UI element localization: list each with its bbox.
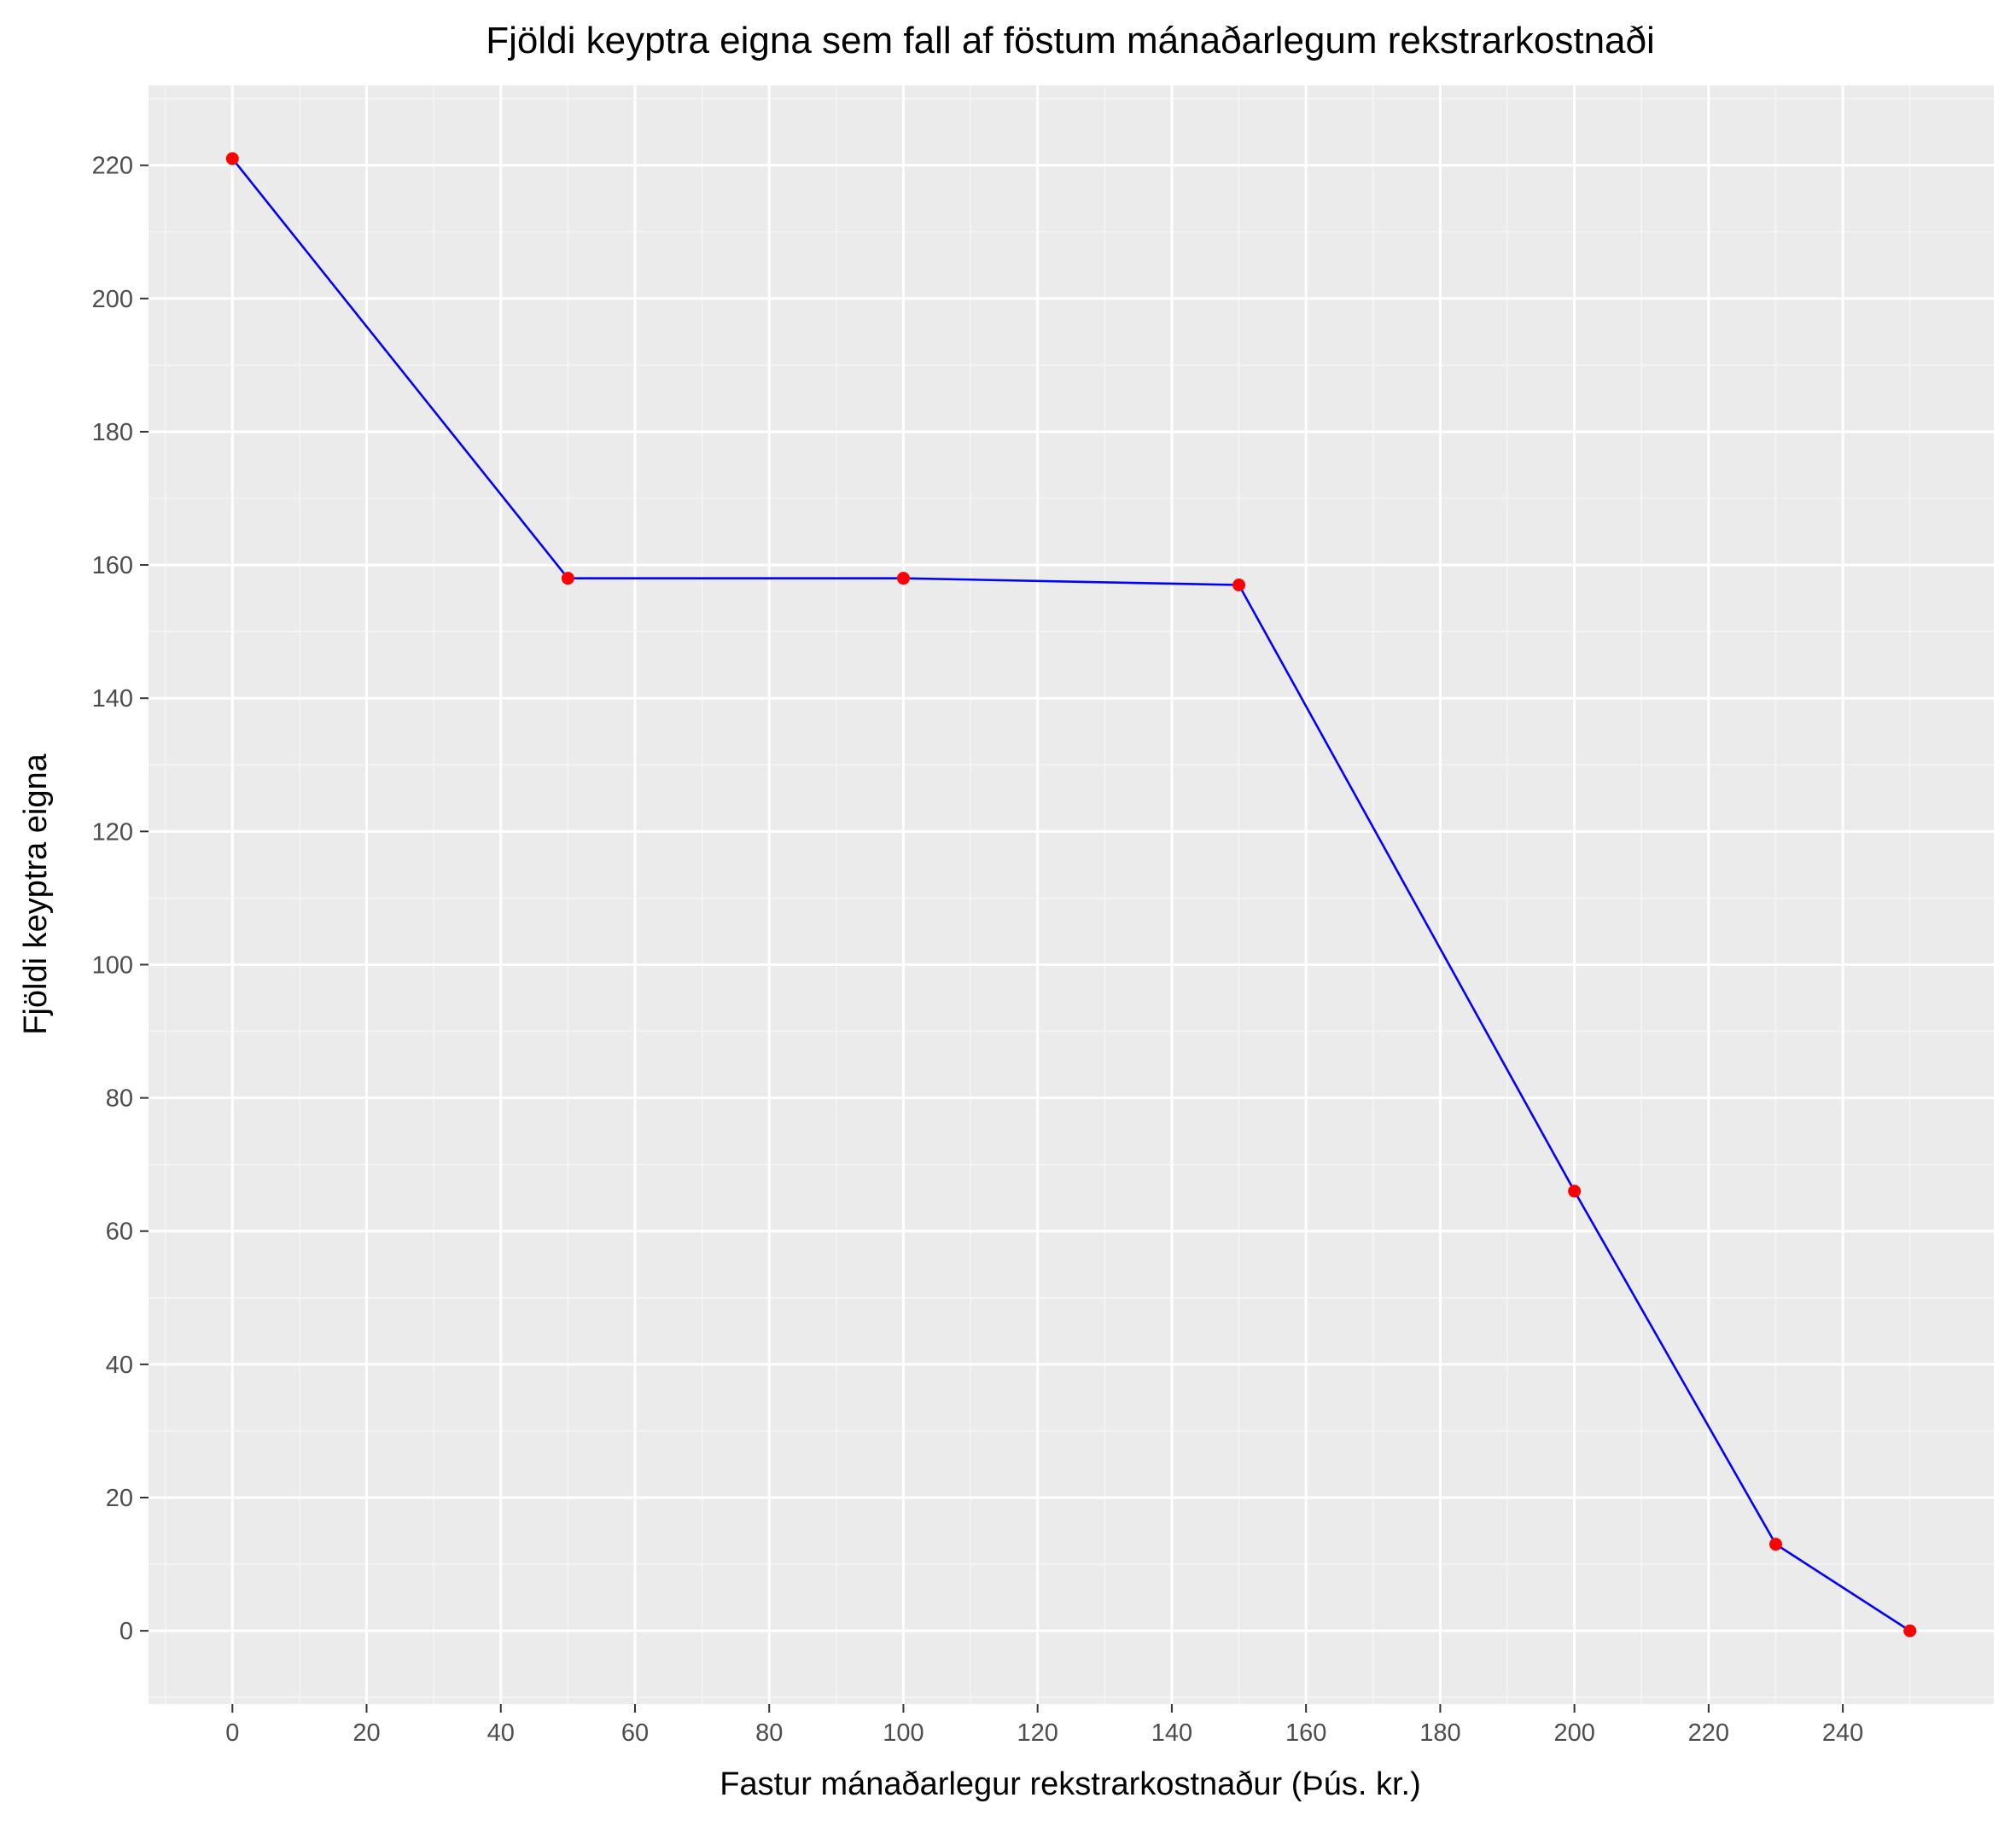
data-point [225,152,239,166]
y-tick-label: 20 [106,1485,133,1512]
x-tick-label: 20 [353,1719,380,1747]
y-tick-label: 60 [106,1219,133,1246]
data-point [1568,1184,1582,1198]
x-tick-label: 200 [1553,1719,1594,1747]
data-point [1903,1624,1917,1638]
series-layer [225,152,1917,1638]
x-axis-title: Fastur mánaðarlegur rekstrarkostnaður (Þ… [720,1766,1421,1802]
x-tick-label: 140 [1151,1719,1192,1747]
y-tick-label: 160 [92,552,133,579]
plot-panel [149,85,1994,1704]
y-tick-label: 200 [92,286,133,313]
data-point [1768,1538,1782,1551]
x-tick-label: 160 [1285,1719,1326,1747]
data-point [1232,578,1246,591]
x-tick-label: 180 [1419,1719,1460,1747]
y-tick-label: 80 [106,1085,133,1113]
data-point [896,572,910,585]
y-tick-label: 0 [119,1618,133,1645]
x-tick-label: 220 [1688,1719,1729,1747]
x-tick-label: 80 [755,1719,783,1747]
minor-gridlines [149,85,1994,1704]
x-tick-label: 0 [225,1719,239,1747]
y-tick-label: 180 [92,419,133,446]
y-tick-label: 100 [92,951,133,979]
x-axis: 0 20 40 60 80 100 120 140 160 180 200 220 240 [225,1704,1863,1747]
data-point [561,572,574,585]
x-tick-label: 60 [621,1719,649,1747]
x-tick-label: 240 [1822,1719,1863,1747]
y-axis-title: Fjöldi keyptra eigna [18,753,54,1034]
y-tick-label: 220 [92,153,133,180]
major-gridlines [149,85,1994,1704]
y-tick-label: 40 [106,1352,133,1379]
y-tick-label: 120 [92,818,133,846]
x-tick-label: 120 [1017,1719,1058,1747]
x-tick-label: 100 [883,1719,924,1747]
y-axis: 0 20 40 60 80 100 120 140 160 180 200 220 [92,153,149,1645]
y-tick-label: 140 [92,685,133,713]
x-tick-label: 40 [487,1719,515,1747]
chart-title: Fjöldi keyptra eigna sem fall af föstum … [486,20,1655,61]
